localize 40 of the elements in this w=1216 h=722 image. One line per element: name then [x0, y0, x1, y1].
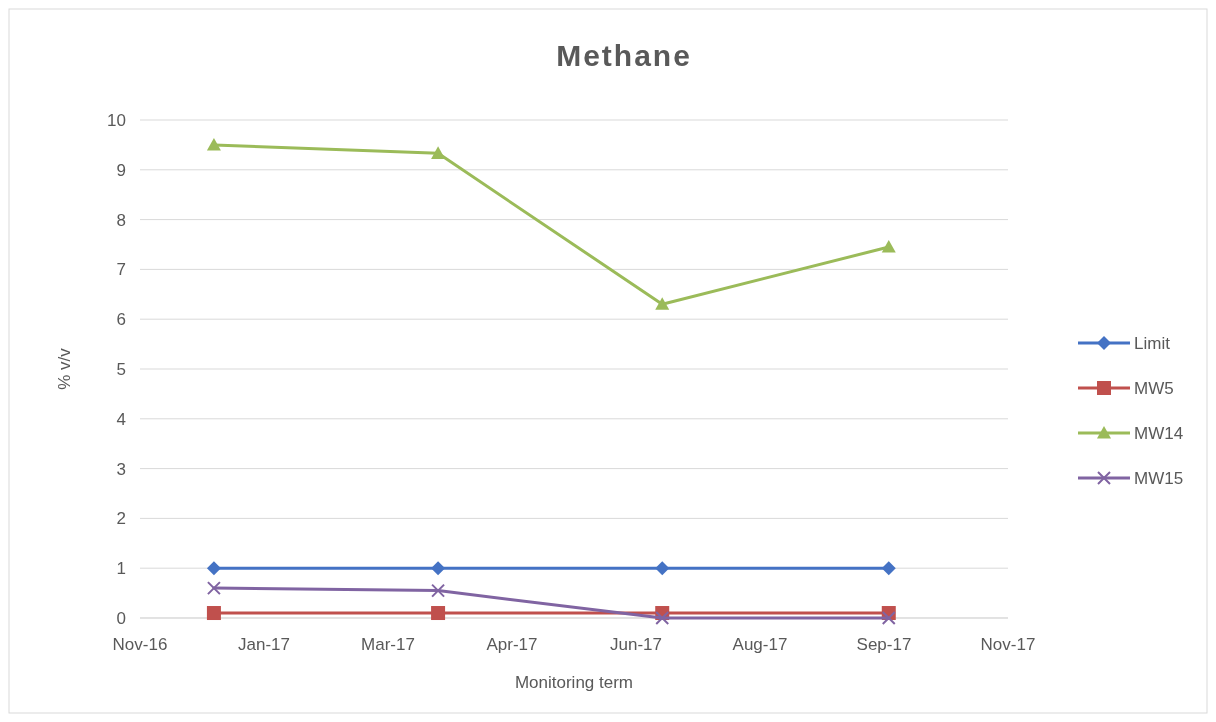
point	[206, 561, 221, 576]
point	[881, 611, 896, 625]
y-tick-label: 6	[116, 310, 126, 330]
point	[881, 239, 896, 253]
point	[655, 297, 670, 310]
x-tick-label: Nov-16	[112, 635, 168, 654]
y-tick-label: 5	[116, 359, 126, 379]
y-tick-label: 1	[116, 559, 126, 579]
y-tick-label: 10	[107, 110, 126, 130]
point	[655, 561, 670, 576]
x-tick-label: Aug-17	[732, 635, 788, 654]
y-tick-label: 0	[116, 608, 126, 628]
x-tick-label: Sep-17	[856, 635, 912, 654]
legend-label: MW15	[1134, 468, 1184, 488]
point	[206, 581, 221, 596]
chart-title: Methane	[556, 39, 692, 72]
point	[431, 561, 446, 576]
x-tick-label: Apr-17	[486, 635, 538, 654]
y-tick-label: 8	[116, 210, 126, 230]
legend-label: MW14	[1134, 423, 1184, 443]
y-tick-label: 4	[116, 409, 126, 429]
x-tick-label: Nov-17	[980, 635, 1036, 654]
y-tick-label: 7	[116, 260, 126, 280]
y-tick-label: 9	[116, 160, 126, 180]
point	[655, 611, 670, 625]
y-tick-label: 2	[116, 509, 126, 529]
legend-label: MW5	[1134, 378, 1174, 398]
point	[881, 561, 896, 576]
x-tick-label: Mar-17	[361, 635, 415, 654]
x-axis-title: Monitoring term	[514, 673, 634, 692]
x-tick-label: Jan-17	[238, 635, 290, 654]
point	[431, 583, 446, 598]
point	[431, 146, 446, 159]
point	[206, 606, 221, 621]
y-axis-title: % v/v	[55, 347, 74, 390]
point	[431, 606, 446, 621]
point	[206, 137, 221, 151]
x-tick-label: Jun-17	[610, 635, 662, 654]
legend-label: Limit	[1134, 333, 1171, 353]
y-tick-label: 3	[116, 459, 126, 479]
